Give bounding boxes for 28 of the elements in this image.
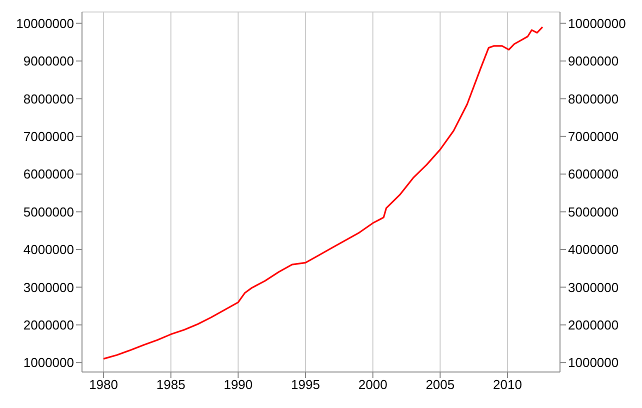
y-tick-label: 4000000 [23, 242, 74, 258]
y-tick-label: 5000000 [23, 204, 74, 220]
y-tick-label: 3000000 [23, 280, 74, 295]
y2-tick-label: 2000000 [568, 317, 619, 332]
y2-tick-label: 4000000 [568, 242, 619, 258]
y2-tick-label: 9000000 [568, 54, 619, 69]
y2-tick-label: 10000000 [568, 16, 626, 31]
y2-tick-label: 3000000 [568, 280, 619, 295]
x-tick-label: 2005 [426, 377, 455, 392]
x-tick-label: 1990 [224, 377, 253, 392]
y-tick-label: 9000000 [23, 54, 74, 69]
y2-tick-label: 1000000 [568, 355, 619, 370]
y-tick-label: 8000000 [23, 91, 74, 106]
y-tick-label: 10000000 [16, 16, 74, 31]
y2-tick-label: 6000000 [568, 166, 619, 182]
y-tick-label: 2000000 [23, 317, 74, 332]
x-tick-label: 2000 [358, 377, 388, 392]
x-tick-label: 1985 [156, 377, 186, 392]
x-tick-label: 2010 [493, 377, 522, 392]
y-tick-label: 6000000 [23, 166, 74, 182]
y-tick-label: 1000000 [23, 355, 74, 370]
line-series [102, 26, 544, 360]
x-tick-label: 1995 [291, 377, 320, 392]
x-tick-label: 1980 [89, 377, 118, 392]
y2-tick-label: 5000000 [568, 204, 619, 220]
y2-tick-label: 7000000 [568, 129, 619, 144]
y-tick-label: 7000000 [23, 129, 74, 144]
y2-tick-label: 8000000 [568, 91, 619, 106]
